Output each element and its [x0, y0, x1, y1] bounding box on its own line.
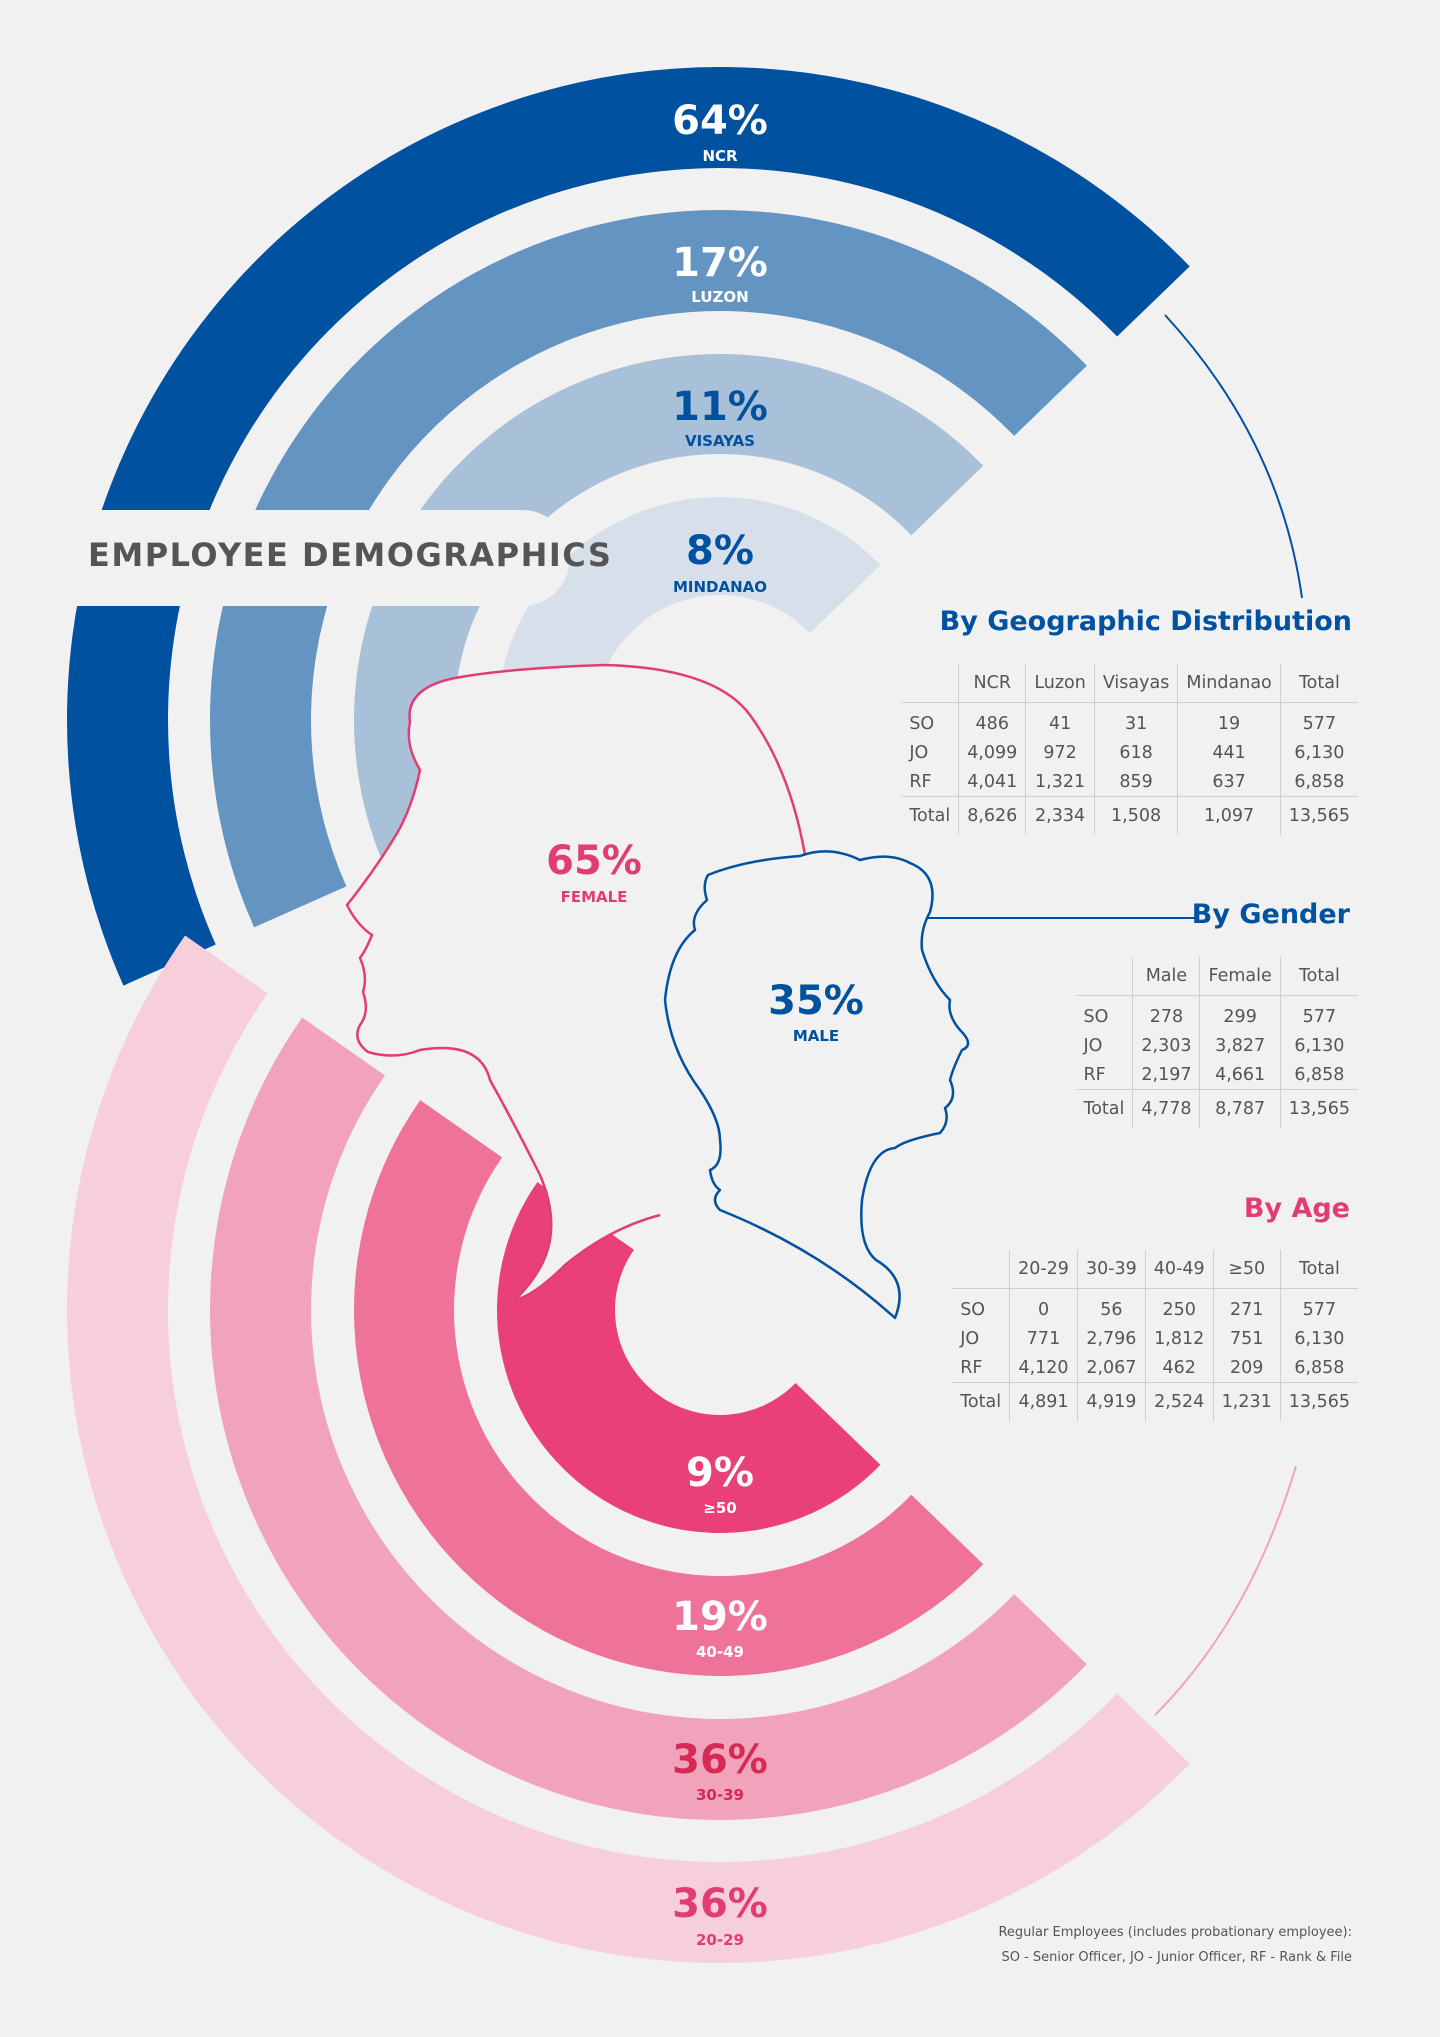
- ring-age-50: [497, 1182, 881, 1533]
- label-luzon-pct: 17%: [672, 240, 768, 286]
- label-luzon: 17% LUZON: [672, 240, 768, 306]
- age-col-30-39: 30-39: [1076, 1250, 1146, 1289]
- female-silhouette: [345, 663, 807, 1302]
- geo-col-blank: [901, 664, 959, 703]
- label-age-40-49-name: 40-49: [696, 1643, 744, 1661]
- geo-col-mindanao: Mindanao: [1177, 664, 1281, 703]
- geo-col-visayas: Visayas: [1093, 664, 1178, 703]
- gender-table: Male Female Total SO 278 299 577 JO 2,303 3,8…: [1075, 957, 1358, 1128]
- footnote-line-1: Regular Employees (includes probationary…: [998, 1925, 1352, 1940]
- label-luzon-name: LUZON: [691, 288, 748, 306]
- gender-col-female: Female: [1199, 957, 1281, 996]
- label-visayas-pct: 11%: [672, 384, 768, 430]
- gender-col-total: Total: [1279, 957, 1358, 996]
- label-ncr: 64% NCR: [672, 98, 768, 165]
- label-male-pct: 35%: [768, 978, 864, 1024]
- table-row: RF 4,120 2,067 462 209 6,858: [952, 1353, 1358, 1383]
- label-male-name: MALE: [793, 1027, 839, 1045]
- table-row: JO 2,303 3,827 6,130: [1076, 1031, 1358, 1060]
- geo-col-total: Total: [1279, 664, 1358, 703]
- gender-section-title: By Gender: [1191, 899, 1350, 930]
- label-age-40-49-pct: 19%: [672, 1594, 768, 1640]
- geo-section-title: By Geographic Distribution: [939, 606, 1352, 637]
- ring-ncr: [67, 67, 1190, 986]
- label-age-30-39: 36% 30-39: [672, 1737, 768, 1804]
- label-female: 65% FEMALE: [546, 838, 642, 906]
- age-table-header: 20-29 30-39 40-49 ≥50 Total: [952, 1250, 1358, 1289]
- label-visayas-name: VISAYAS: [685, 432, 755, 450]
- table-total-row: Total 4,891 4,919 2,524 1,231 13,565: [952, 1382, 1358, 1421]
- geo-table: NCR Luzon Visayas Mindanao Total SO 486 41…: [901, 664, 1358, 835]
- age-leader-line: [1154, 1465, 1297, 1716]
- gender-col-male: Male: [1132, 957, 1200, 996]
- table-total-row: Total 4,778 8,787 13,565: [1075, 1089, 1358, 1128]
- label-age-20-29-name: 20-29: [696, 1931, 744, 1949]
- label-mindanao-name: MINDANAO: [673, 578, 767, 596]
- gender-col-blank: [1075, 957, 1133, 996]
- table-total-row: Total 8,626 2,334 1,508 1,097 13,565: [901, 796, 1358, 835]
- ring-age-40-49: [354, 1100, 984, 1676]
- page-title: EMPLOYEE DEMOGRAPHICS: [88, 536, 613, 574]
- age-col-total: Total: [1279, 1250, 1358, 1289]
- table-row: JO 771 2,796 1,812 751 6,130: [952, 1324, 1358, 1353]
- ring-visayas: [354, 354, 984, 869]
- label-age-50-name: ≥50: [703, 1499, 736, 1517]
- label-age-40-49: 19% 40-49: [672, 1594, 768, 1661]
- label-mindanao: 8% MINDANAO: [673, 528, 767, 596]
- table-row: RF 2,197 4,661 6,858: [1076, 1060, 1358, 1090]
- label-visayas: 11% VISAYAS: [672, 384, 768, 450]
- footnote-line-2: SO - Senior Officer, JO - Junior Officer…: [1001, 1950, 1352, 1965]
- label-male: 35% MALE: [768, 978, 864, 1045]
- label-age-20-29-pct: 36%: [672, 1881, 768, 1927]
- label-age-30-39-pct: 36%: [672, 1737, 768, 1783]
- ring-age-30-39: [210, 1017, 1087, 1820]
- geo-col-luzon: Luzon: [1025, 664, 1095, 703]
- table-row: SO 0 56 250 271 577: [952, 1288, 1358, 1324]
- table-row: SO 486 41 31 19 577: [901, 702, 1358, 738]
- label-female-name: FEMALE: [561, 888, 628, 906]
- gender-table-header: Male Female Total: [1075, 957, 1358, 996]
- label-age-50-pct: 9%: [686, 1450, 754, 1496]
- table-row: SO 278 299 577: [1076, 995, 1358, 1031]
- male-silhouette: [663, 850, 970, 1320]
- age-col-20-29: 20-29: [1009, 1250, 1078, 1289]
- table-row: RF 4,041 1,321 859 637 6,858: [901, 767, 1358, 797]
- label-mindanao-pct: 8%: [686, 528, 754, 574]
- geo-col-ncr: NCR: [958, 664, 1026, 703]
- age-table: 20-29 30-39 40-49 ≥50 Total SO 0 56 250 271 5…: [952, 1250, 1358, 1421]
- age-arcs: [67, 935, 1190, 1963]
- ring-luzon: [209, 209, 1087, 928]
- label-ncr-name: NCR: [702, 147, 738, 165]
- label-ncr-pct: 64%: [672, 98, 768, 144]
- age-col-40-49: 40-49: [1144, 1250, 1214, 1289]
- label-age-20-29: 36% 20-29: [672, 1881, 768, 1949]
- ring-age-20-29: [67, 935, 1190, 1963]
- label-age-30-39-name: 30-39: [696, 1786, 744, 1804]
- age-col-blank: [952, 1250, 1010, 1289]
- age-section-title: By Age: [1243, 1193, 1350, 1224]
- geo-table-header: NCR Luzon Visayas Mindanao Total: [901, 664, 1358, 703]
- title-pill: [0, 510, 570, 606]
- footnote: Regular Employees (includes probationary…: [998, 1920, 1352, 1970]
- geo-leader-line: [1164, 314, 1303, 599]
- label-female-pct: 65%: [546, 838, 642, 884]
- label-age-50: 9% ≥50: [686, 1450, 754, 1517]
- age-col-50: ≥50: [1212, 1250, 1281, 1289]
- table-row: JO 4,099 972 618 441 6,130: [901, 738, 1358, 767]
